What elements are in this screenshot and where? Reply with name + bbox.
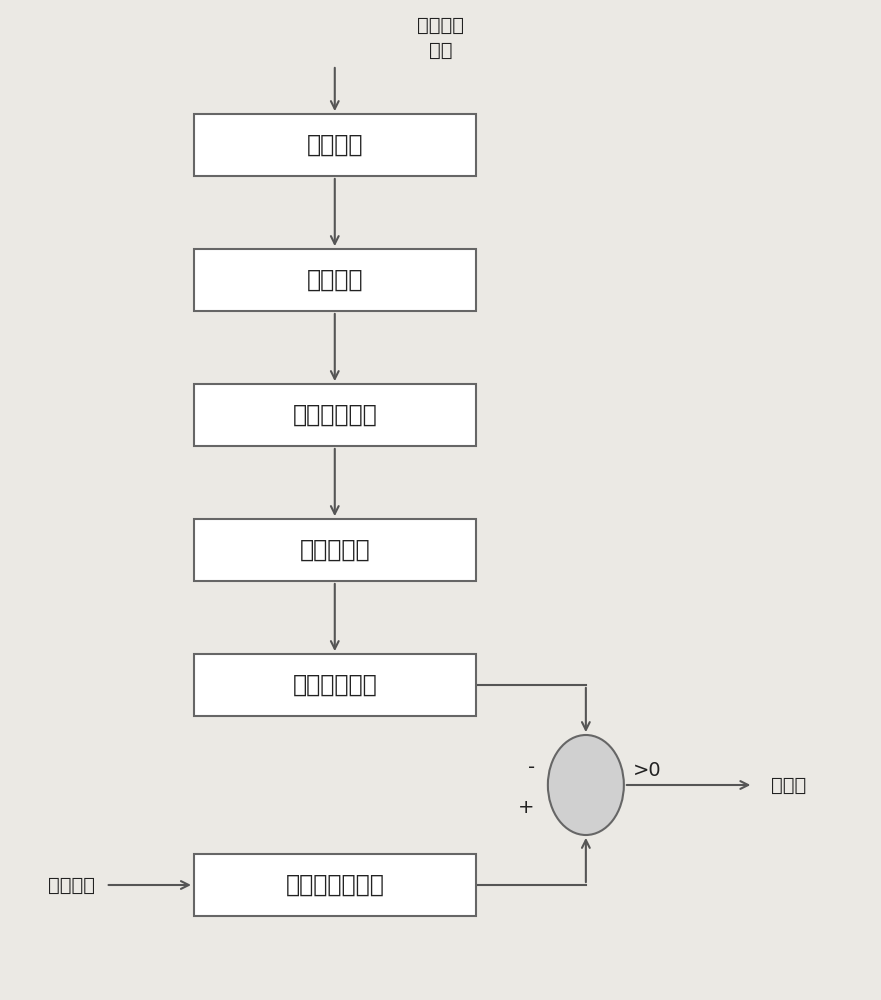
FancyBboxPatch shape xyxy=(194,384,476,446)
FancyBboxPatch shape xyxy=(194,249,476,311)
Text: -: - xyxy=(528,758,535,777)
FancyBboxPatch shape xyxy=(194,854,476,916)
FancyBboxPatch shape xyxy=(194,654,476,716)
Text: 比例系数统计量: 比例系数统计量 xyxy=(285,873,384,897)
Ellipse shape xyxy=(548,735,624,835)
FancyBboxPatch shape xyxy=(194,114,476,176)
Text: 有故障: 有故障 xyxy=(771,776,806,794)
Text: 正常历史: 正常历史 xyxy=(417,16,464,35)
FancyBboxPatch shape xyxy=(194,519,476,581)
Text: >0: >0 xyxy=(633,761,662,780)
Text: 电压平均: 电压平均 xyxy=(307,268,363,292)
Text: 异常阈值确定: 异常阈值确定 xyxy=(292,673,377,697)
Text: 数据: 数据 xyxy=(429,41,452,60)
Text: +: + xyxy=(518,798,535,817)
Text: 电流分段: 电流分段 xyxy=(307,133,363,157)
Text: 当前数据: 当前数据 xyxy=(48,876,95,894)
Text: 比例系数计算: 比例系数计算 xyxy=(292,403,377,427)
Text: 统计量计算: 统计量计算 xyxy=(300,538,370,562)
